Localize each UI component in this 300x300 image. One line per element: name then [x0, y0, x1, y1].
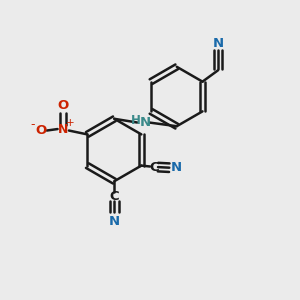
- Text: N: N: [171, 161, 182, 174]
- Text: O: O: [35, 124, 46, 137]
- Text: N: N: [58, 122, 68, 136]
- Text: N: N: [212, 37, 224, 50]
- Text: N: N: [109, 215, 120, 228]
- Text: N: N: [140, 116, 151, 129]
- Text: +: +: [66, 118, 75, 128]
- Text: H: H: [131, 114, 141, 127]
- Text: C: C: [149, 160, 159, 174]
- Text: O: O: [57, 99, 69, 112]
- Text: -: -: [30, 118, 35, 131]
- Text: C: C: [110, 190, 119, 202]
